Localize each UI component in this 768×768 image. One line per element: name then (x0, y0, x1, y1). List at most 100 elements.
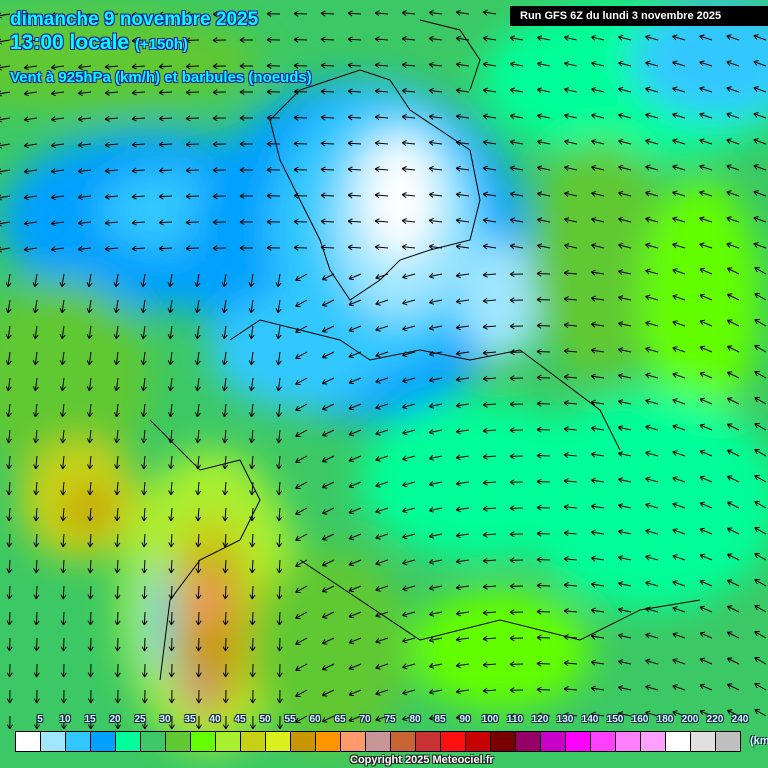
wind-arrow (0, 194, 11, 201)
wind-arrow (167, 325, 174, 340)
wind-arrow (6, 533, 13, 548)
wind-arrow (374, 140, 389, 147)
wind-arrow (699, 631, 713, 639)
wind-arrow (77, 168, 92, 174)
wind-arrow (195, 429, 201, 444)
wind-arrow (509, 557, 524, 564)
wind-arrow (645, 34, 659, 41)
wind-arrow (754, 500, 767, 509)
legend-label: 25 (134, 714, 146, 725)
wind-arrow (455, 714, 470, 721)
wind-arrow (276, 429, 282, 444)
wind-arrow (617, 581, 632, 588)
wind-arrow (295, 455, 308, 463)
wind-arrow (194, 299, 201, 314)
wind-arrow (221, 299, 228, 314)
wind-speed-field (0, 0, 768, 750)
wind-arrow (563, 374, 578, 381)
wind-arrow (563, 582, 578, 589)
wind-arrow (726, 579, 740, 587)
wind-arrow (6, 481, 13, 496)
wind-arrow (295, 273, 308, 281)
wind-arrow (212, 219, 227, 226)
wind-arrow (222, 429, 228, 444)
wind-arrow (221, 377, 228, 392)
wind-arrow (5, 273, 12, 288)
wind-arrow (158, 63, 173, 70)
wind-arrow (140, 299, 147, 314)
wind-arrow (222, 663, 229, 678)
wind-arrow (23, 12, 38, 19)
wind-arrow (645, 190, 659, 197)
wind-arrow (168, 455, 175, 470)
wind-arrow (482, 401, 497, 408)
wind-arrow (239, 245, 254, 252)
wind-arrow (591, 164, 605, 171)
wind-arrow (295, 663, 308, 671)
wind-arrow (672, 684, 686, 691)
legend-swatch (291, 732, 316, 751)
wind-arrow (563, 712, 578, 719)
wind-arrow (348, 559, 362, 567)
wind-arrow (726, 631, 740, 639)
wind-arrow (375, 377, 389, 384)
wind-arrow (428, 165, 443, 172)
wind-arrow (293, 36, 308, 43)
wind-arrow (348, 507, 362, 515)
wind-arrow (140, 351, 147, 366)
wind-arrow (401, 140, 416, 147)
wind-arrow (320, 36, 335, 43)
legend-label: 60 (309, 714, 321, 725)
wind-arrow (348, 663, 362, 671)
wind-arrow (321, 377, 335, 385)
wind-arrow (455, 298, 470, 305)
wind-arrow (195, 481, 202, 496)
wind-arrow (726, 423, 740, 431)
legend-label: 30 (159, 714, 171, 725)
wind-arrow (618, 242, 632, 249)
wind-arrow (672, 138, 686, 145)
wind-arrow (158, 245, 173, 252)
wind-arrow (536, 87, 551, 94)
wind-arrow (104, 219, 119, 226)
legend-label: 150 (606, 714, 624, 725)
wind-arrow (726, 501, 740, 509)
wind-arrow (509, 453, 524, 460)
wind-arrow (33, 429, 39, 444)
wind-arrow (375, 351, 389, 358)
wind-arrow (482, 375, 497, 382)
wind-arrow (114, 689, 121, 704)
wind-arrow (33, 533, 40, 548)
wind-arrow (455, 636, 470, 643)
wind-arrow (699, 501, 713, 509)
legend-label: 5 (37, 714, 43, 725)
wind-arrow (77, 246, 92, 252)
wind-arrow (239, 115, 254, 122)
wind-arrow (50, 142, 65, 149)
wind-arrow (195, 455, 202, 470)
wind-arrow (50, 64, 65, 71)
wind-arrow (295, 351, 308, 359)
wind-arrow (6, 689, 13, 704)
wind-arrow (87, 715, 94, 730)
wind-arrow (158, 167, 173, 174)
wind-arrow (295, 585, 308, 593)
wind-arrow (348, 689, 362, 697)
legend-swatch (16, 732, 41, 751)
wind-arrow (402, 403, 416, 410)
wind-arrow (104, 11, 119, 18)
legend-swatch (616, 732, 641, 751)
wind-arrow (455, 688, 470, 695)
wind-arrow (509, 609, 524, 616)
wind-arrow (590, 425, 605, 432)
wind-arrow (348, 637, 362, 645)
wind-arrow (428, 480, 443, 487)
wind-arrow (482, 609, 497, 616)
wind-arrow (672, 86, 686, 93)
wind-arrow (672, 216, 686, 223)
wind-arrow (726, 267, 740, 275)
wind-arrow (320, 62, 335, 69)
legend-label: 15 (84, 714, 96, 725)
wind-arrow (375, 507, 389, 514)
wind-arrow (455, 61, 470, 68)
